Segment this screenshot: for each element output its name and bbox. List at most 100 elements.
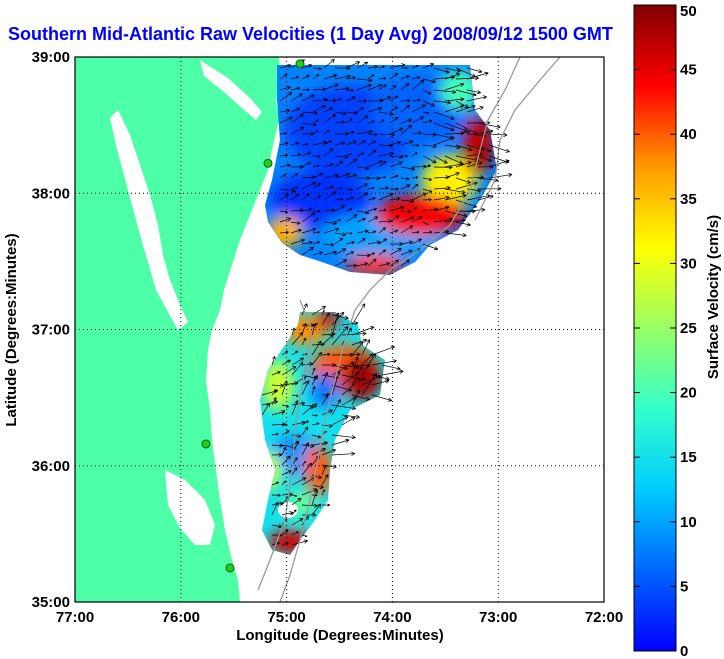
vector-arrow: [378, 76, 387, 80]
vector-arrow: [281, 455, 291, 466]
vector-arrow: [411, 216, 423, 223]
vector-arrow: [311, 474, 322, 479]
vector-arrow: [279, 193, 289, 201]
vector-arrow: [411, 230, 420, 234]
vector-arrow: [411, 79, 425, 91]
vector-arrow: [389, 187, 399, 191]
vector-arrow: [311, 340, 322, 356]
vector-arrow: [312, 104, 326, 113]
vector-arrow: [311, 484, 324, 489]
x-tick-label: 75:00: [267, 609, 305, 626]
vector-arrow: [400, 98, 411, 103]
vector-arrow: [279, 141, 289, 146]
vector-arrow: [345, 240, 355, 245]
vector-arrow: [323, 185, 335, 190]
vector-arrow: [279, 108, 291, 113]
vector-arrow: [311, 403, 318, 406]
vector-arrow: [321, 464, 327, 476]
vector-arrow: [331, 398, 341, 416]
vector-arrow: [411, 206, 418, 212]
vector-arrow: [411, 131, 423, 135]
colorbar: 0 5 10 15 20 25 30 35 40 45 50 Surface Velocity (c…: [633, 3, 722, 659]
vector-arrow: [466, 71, 489, 80]
colorbar-tick-label: 45: [680, 62, 697, 79]
vector-arrow: [281, 446, 287, 456]
station-marker: [295, 59, 305, 69]
vector-arrow: [341, 352, 361, 357]
vector-arrow: [488, 132, 508, 137]
vector-arrow: [378, 175, 386, 179]
vector-arrow: [367, 149, 376, 157]
x-axis-label: Longitude (Degrees:Minutes): [236, 627, 444, 644]
vector-arrow: [312, 73, 320, 80]
vector-arrow: [312, 251, 324, 256]
vector-arrow: [455, 144, 473, 152]
vector-arrow: [389, 215, 400, 223]
vector-arrow: [341, 374, 366, 382]
vector-arrow: [356, 83, 372, 91]
vector-arrow: [301, 303, 308, 316]
grid-lines: [75, 57, 604, 602]
vector-arrow: [422, 63, 435, 69]
vector-arrow: [345, 96, 356, 102]
vector-arrow: [433, 155, 448, 164]
bathymetry-contours: [257, 57, 561, 602]
vector-arrow: [488, 172, 513, 179]
vector-arrow: [312, 66, 322, 71]
vector-arrow: [321, 489, 325, 496]
vector-arrow: [281, 492, 294, 497]
vector-arrow: [466, 207, 486, 212]
vector-arrow: [422, 188, 433, 193]
vector-arrow: [301, 442, 310, 456]
vector-arrow: [279, 153, 288, 157]
vector-arrow: [356, 262, 369, 267]
velocity-cell: [311, 372, 339, 408]
vector-arrow: [378, 249, 387, 256]
vector-arrow: [334, 219, 341, 223]
vector-arrow: [321, 310, 325, 316]
vector-arrow: [422, 230, 433, 235]
vector-arrow: [271, 397, 277, 406]
vector-arrow: [356, 106, 364, 113]
vector-arrow: [351, 356, 359, 376]
vector-arrow: [323, 163, 334, 168]
vector-arrow: [411, 64, 419, 69]
vector-arrow: [477, 186, 502, 191]
vector-arrow: [411, 152, 418, 157]
vector-arrow: [356, 166, 370, 171]
vector-arrow: [341, 417, 356, 426]
vector-arrow: [389, 73, 399, 80]
vector-arrow: [400, 75, 410, 80]
vector-arrow: [290, 238, 305, 245]
vector-arrow: [378, 119, 385, 124]
vector-arrow: [279, 217, 292, 223]
vector-arrow: [444, 72, 460, 80]
vector-arrow: [367, 160, 383, 168]
vector-arrow: [323, 227, 340, 234]
vector-arrow: [477, 122, 501, 129]
vector-arrow: [301, 227, 317, 234]
vector-arrow: [301, 122, 317, 127]
vector-arrow: [281, 430, 290, 436]
vector-arrow: [331, 416, 349, 426]
vector-arrow: [279, 188, 296, 193]
vector-arrow: [281, 480, 286, 486]
vector-arrow: [291, 518, 304, 526]
vector-arrow: [323, 208, 336, 213]
vector-arrow: [400, 118, 413, 124]
vector-arrow: [301, 461, 307, 466]
vector-arrow: [422, 164, 431, 168]
vector-arrow: [331, 314, 349, 320]
vector-arrow: [345, 188, 354, 191]
vector-arrow: [323, 83, 339, 91]
vector-arrow: [341, 364, 360, 370]
vector-arrow: [311, 489, 319, 506]
y-tick-label: 38:00: [32, 185, 70, 202]
vector-arrow: [367, 74, 375, 80]
colorbar-tick-label: 40: [680, 126, 697, 143]
colorbar-tick-label: 0: [680, 643, 688, 659]
chart-title: Southern Mid-Atlantic Raw Velocities (1 …: [8, 24, 613, 44]
vector-arrow: [291, 361, 304, 376]
vector-arrow: [411, 183, 419, 190]
colorbar-tick-label: 15: [680, 449, 697, 466]
